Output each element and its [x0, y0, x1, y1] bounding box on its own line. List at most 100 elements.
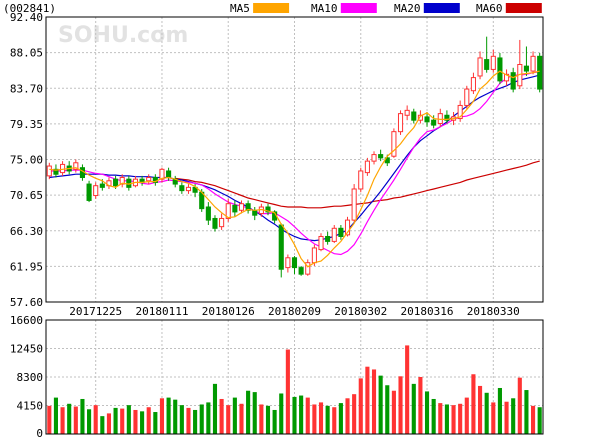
candle-body [318, 235, 324, 251]
volume-bar [338, 403, 343, 434]
volume-bars [47, 345, 542, 434]
candle-body [503, 73, 510, 82]
candle-body [530, 55, 536, 72]
volume-bar [471, 374, 476, 434]
legend: (002841) MA5 MA10 MA20 MA60 [3, 2, 542, 15]
candle-body [119, 177, 125, 185]
volume-bar [272, 409, 277, 434]
candle-body [457, 104, 463, 120]
volume-bar [246, 390, 251, 434]
candle-body [404, 109, 410, 116]
candle-body [146, 177, 152, 182]
volume-bar [504, 401, 509, 434]
candle-body [285, 257, 291, 269]
candle-body [46, 165, 52, 177]
volume-bar [73, 406, 78, 434]
legend-swatch-ma20 [423, 3, 460, 13]
volume-bar [458, 403, 463, 434]
volume-bar [418, 377, 423, 434]
volume-bar [53, 397, 58, 434]
volume-bar [305, 397, 310, 434]
volume-bar [133, 409, 138, 434]
volume-bar [252, 392, 257, 434]
candle-body [60, 163, 66, 174]
volume-bar [113, 407, 118, 434]
legend-swatch-ma10 [340, 3, 377, 13]
legend-label-ma10: MA10 [311, 2, 338, 15]
volume-bar [358, 378, 363, 434]
volume-bar [173, 399, 178, 434]
candle-body [444, 114, 450, 121]
price-tick-label: 61.95 [10, 260, 43, 273]
candle-body [219, 217, 225, 228]
candle-body [338, 227, 344, 237]
price-tick-label: 79.35 [10, 118, 43, 131]
candle-body [364, 160, 370, 174]
candle-body [179, 185, 185, 192]
price-tick-label: 70.65 [10, 189, 43, 202]
chart-frame [45, 16, 544, 435]
date-tick-label: 20180209 [268, 305, 321, 318]
volume-bar [146, 407, 151, 434]
price-tick-label: 75.00 [10, 154, 43, 167]
price-tick-label: 83.70 [10, 82, 43, 95]
volume-tick-label: 4150 [17, 400, 44, 413]
volume-bar [378, 375, 383, 434]
candle-body [325, 235, 331, 242]
volume-bar [325, 405, 330, 434]
candle-body [265, 206, 271, 213]
volume-bar [193, 409, 198, 434]
candle-body [238, 203, 245, 211]
volume-bar [259, 404, 264, 434]
candle-body [298, 267, 304, 275]
candle-body [537, 55, 543, 90]
candle-body [232, 204, 238, 213]
legend-swatch-ma5 [253, 3, 290, 13]
volume-bar [352, 394, 357, 434]
candle-body [351, 188, 357, 221]
candle-body [99, 183, 105, 188]
volume-bar [312, 404, 317, 434]
date-tick-label: 20180330 [467, 305, 520, 318]
candle-body [166, 170, 172, 179]
volume-bar [371, 369, 377, 434]
volume-bar [484, 392, 489, 434]
candle-body [159, 168, 165, 180]
date-tick-label: 20180111 [135, 305, 188, 318]
candle-body [252, 209, 258, 216]
ma5-line [49, 70, 540, 268]
stock-code: (002841) [3, 2, 56, 15]
volume-bar [497, 387, 502, 434]
volume-bar [279, 393, 284, 434]
candle-body [497, 57, 503, 82]
volume-bar [491, 402, 496, 434]
volume-tick-label: 12450 [10, 343, 43, 356]
date-tick-label: 20180302 [334, 305, 387, 318]
volume-tick-label: 8300 [17, 371, 44, 384]
legend-label-ma5: MA5 [230, 2, 250, 15]
volume-bar [365, 366, 370, 434]
volume-bar [531, 405, 536, 434]
axis-labels: 92.40 88.05 83.70 79.35 75.00 70.65 66.30 61.95… [10, 11, 520, 440]
candle-body [417, 114, 423, 121]
volume-bar [226, 405, 231, 434]
candle-body [344, 219, 351, 236]
volume-bar [206, 402, 211, 434]
candle-body [245, 203, 251, 211]
volume-bar [199, 404, 204, 434]
candle-body [484, 59, 490, 70]
volume-bar [232, 397, 237, 434]
volume-bar [405, 345, 410, 434]
volume-bar [120, 408, 125, 434]
volume-bar [431, 398, 436, 434]
volume-bar [438, 403, 443, 434]
volume-bar [186, 407, 191, 434]
legend-label-ma60: MA60 [476, 2, 503, 15]
legend-label-ma20: MA20 [394, 2, 421, 15]
candle-body [225, 203, 231, 219]
candle-body [311, 247, 317, 264]
volume-bar [299, 395, 304, 434]
candle-body [391, 131, 397, 157]
volume-bar [398, 376, 403, 434]
